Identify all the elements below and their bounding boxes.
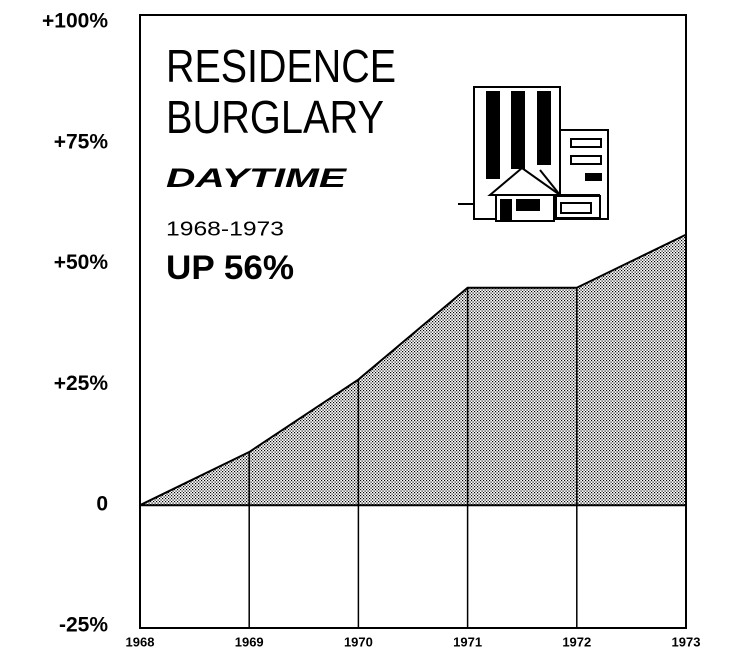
y-tick-label: +75% [54, 130, 109, 153]
x-tick-label: 1969 [235, 634, 264, 649]
y-tick-label: -25% [59, 614, 108, 637]
x-tick-label: 1970 [344, 634, 373, 649]
y-tick-label: 0 [96, 493, 108, 516]
y-tick-label: +50% [54, 251, 109, 274]
x-tick-label: 1973 [672, 634, 701, 649]
plot-frame [139, 14, 687, 629]
building-icon [458, 86, 609, 222]
title-line: RESIDENCE [166, 40, 396, 92]
plot [139, 233, 687, 628]
area-line [139, 233, 687, 507]
x-tick-label: 1968 [126, 634, 155, 649]
period: 1968-1973 [166, 218, 284, 240]
y-tick-label: +100% [42, 10, 108, 33]
subtitle: DAYTIME [166, 163, 347, 193]
x-tick-label: 1972 [562, 634, 591, 649]
y-tick-label: +25% [54, 372, 109, 395]
x-tick-label: 1971 [453, 634, 482, 649]
title-line: BURGLARY [166, 91, 384, 143]
area-fill [140, 234, 686, 506]
annotation: UP 56% [166, 249, 294, 287]
